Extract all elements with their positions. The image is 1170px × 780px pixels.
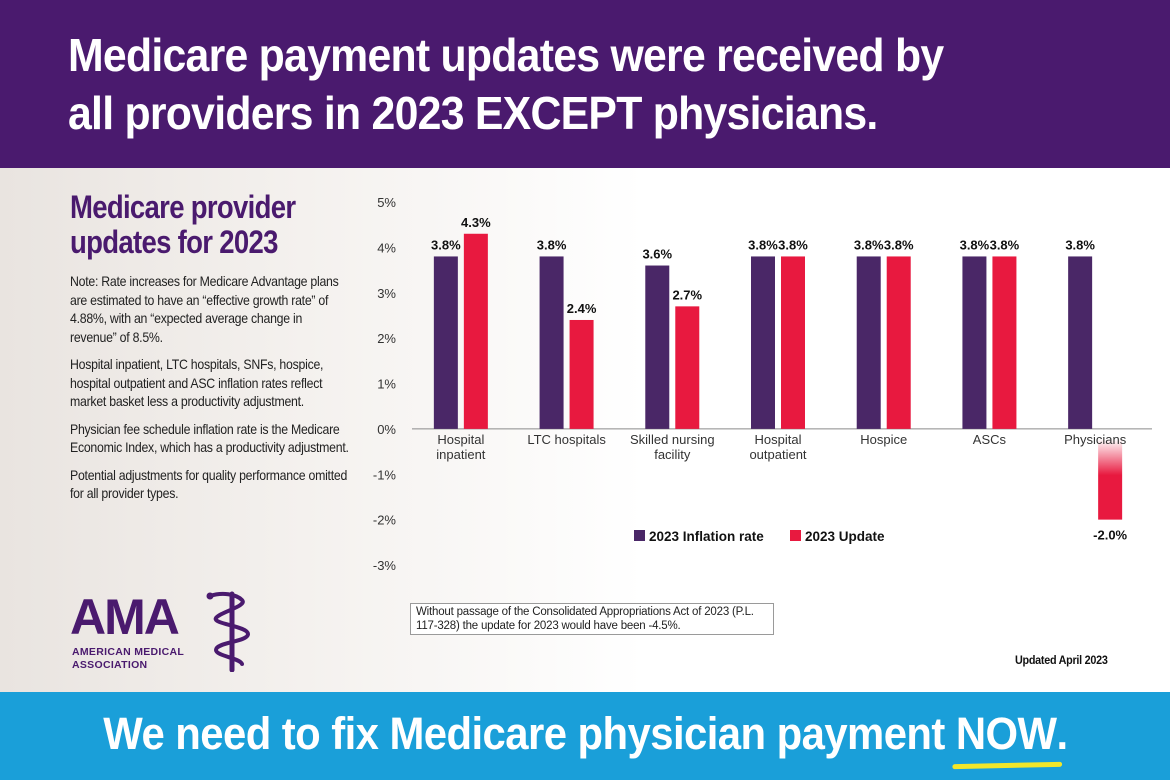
y-tick-label: 3% (377, 286, 396, 301)
x-category-label: Skilled nursing (630, 432, 715, 447)
update-bar-6 (992, 256, 1017, 429)
update-value-label-7: -2.0% (1093, 528, 1127, 543)
slogan-now-text: NOW (955, 708, 1057, 759)
footnote-box: Without passage of the Consolidated Appr… (410, 603, 774, 635)
x-category-label: facility (654, 447, 691, 462)
x-category-label: LTC hospitals (527, 432, 606, 447)
update-value-label-4: 3.8% (778, 237, 808, 252)
update-value-label-6: 3.8% (990, 237, 1020, 252)
headline: Medicare payment updates were received b… (68, 29, 944, 139)
slogan-text: We need to fix Medicare physician paymen… (102, 708, 956, 759)
sidebar: Medicare provider updates for 2023 Note:… (70, 190, 360, 512)
updated-date: Updated April 2023 (1015, 653, 1108, 667)
x-category-label: Hospital (755, 432, 802, 447)
y-tick-label: 0% (377, 422, 396, 437)
inflation-value-label-7: 3.8% (1065, 237, 1095, 252)
note-market-basket: Hospital inpatient, LTC hospitals, SNFs,… (70, 356, 324, 409)
provider-updates-chart: 5%4%3%2%1%0%-1%-2%-3%3.8%4.3%Hospitalinp… (373, 195, 1152, 573)
legend-swatch-2 (790, 530, 801, 541)
content-area: Medicare provider updates for 2023 Note:… (0, 168, 1170, 692)
update-value-label-1: 4.3% (461, 215, 491, 230)
inflation-bar-2 (539, 256, 564, 429)
y-tick-label: 4% (377, 240, 396, 255)
y-tick-label: 2% (377, 331, 396, 346)
ama-logo: AMA AMERICAN MEDICAL ASSOCIATION (70, 590, 270, 680)
inflation-bar-5 (856, 256, 881, 429)
bottom-banner: We need to fix Medicare physician paymen… (0, 692, 1170, 780)
y-tick-label: -3% (373, 558, 397, 573)
inflation-value-label-5: 3.8% (854, 237, 884, 252)
update-bar-3 (675, 306, 700, 429)
y-tick-label: 1% (377, 377, 396, 392)
y-tick-label: -1% (373, 467, 397, 482)
update-bar-7 (1098, 438, 1123, 520)
inflation-bar-1 (433, 256, 458, 429)
inflation-value-label-6: 3.8% (960, 237, 990, 252)
slogan: We need to fix Medicare physician paymen… (102, 706, 1068, 770)
sidebar-title: Medicare provider updates for 2023 (70, 189, 296, 260)
inflation-bar-3 (645, 265, 670, 429)
slogan-period: . (1056, 708, 1068, 759)
top-banner: Medicare payment updates were received b… (0, 0, 1170, 168)
note-quality-adjustments: Potential adjustments for quality perfor… (70, 466, 348, 502)
x-category-label: ASCs (973, 432, 1007, 447)
x-category-label: Physicians (1064, 432, 1127, 447)
update-bar-5 (886, 256, 911, 429)
inflation-value-label-4: 3.8% (748, 237, 778, 252)
staff-of-asclepius-icon (206, 591, 251, 672)
inflation-value-label-2: 3.8% (537, 237, 567, 252)
inflation-value-label-1: 3.8% (431, 237, 461, 252)
update-bar-2 (569, 319, 594, 429)
note-physician-mei: Physician fee schedule inflation rate is… (70, 420, 349, 456)
ama-logo-line1: AMERICAN MEDICAL (72, 646, 185, 658)
now-highlight-underline (951, 761, 1062, 770)
update-bar-4 (781, 256, 805, 429)
ama-logo-line2: ASSOCIATION (72, 659, 148, 671)
y-tick-label: 5% (377, 195, 396, 210)
x-category-label: Hospice (860, 432, 907, 447)
update-value-label-2: 2.4% (567, 301, 597, 316)
legend-label-1: 2023 Inflation rate (649, 529, 764, 544)
inflation-bar-4 (751, 256, 775, 429)
inflation-bar-7 (1068, 256, 1093, 429)
inflation-bar-6 (962, 256, 987, 429)
x-category-label: inpatient (436, 447, 486, 462)
update-bar-1 (463, 233, 488, 429)
update-value-label-5: 3.8% (884, 237, 914, 252)
legend-label-2: 2023 Update (805, 529, 885, 544)
slogan-now: NOW (951, 706, 1062, 770)
ama-logo-name: AMERICAN MEDICAL ASSOCIATION (72, 646, 184, 672)
x-category-label: Hospital (437, 432, 484, 447)
x-category-label: outpatient (749, 447, 806, 462)
y-tick-label: -2% (373, 513, 397, 528)
inflation-value-label-3: 3.6% (642, 247, 672, 262)
update-value-label-3: 2.7% (672, 287, 702, 302)
note-medicare-advantage: Note: Rate increases for Medicare Advant… (70, 273, 339, 345)
legend-swatch-1 (634, 530, 645, 541)
ama-logo-letters: AMA (70, 589, 180, 645)
